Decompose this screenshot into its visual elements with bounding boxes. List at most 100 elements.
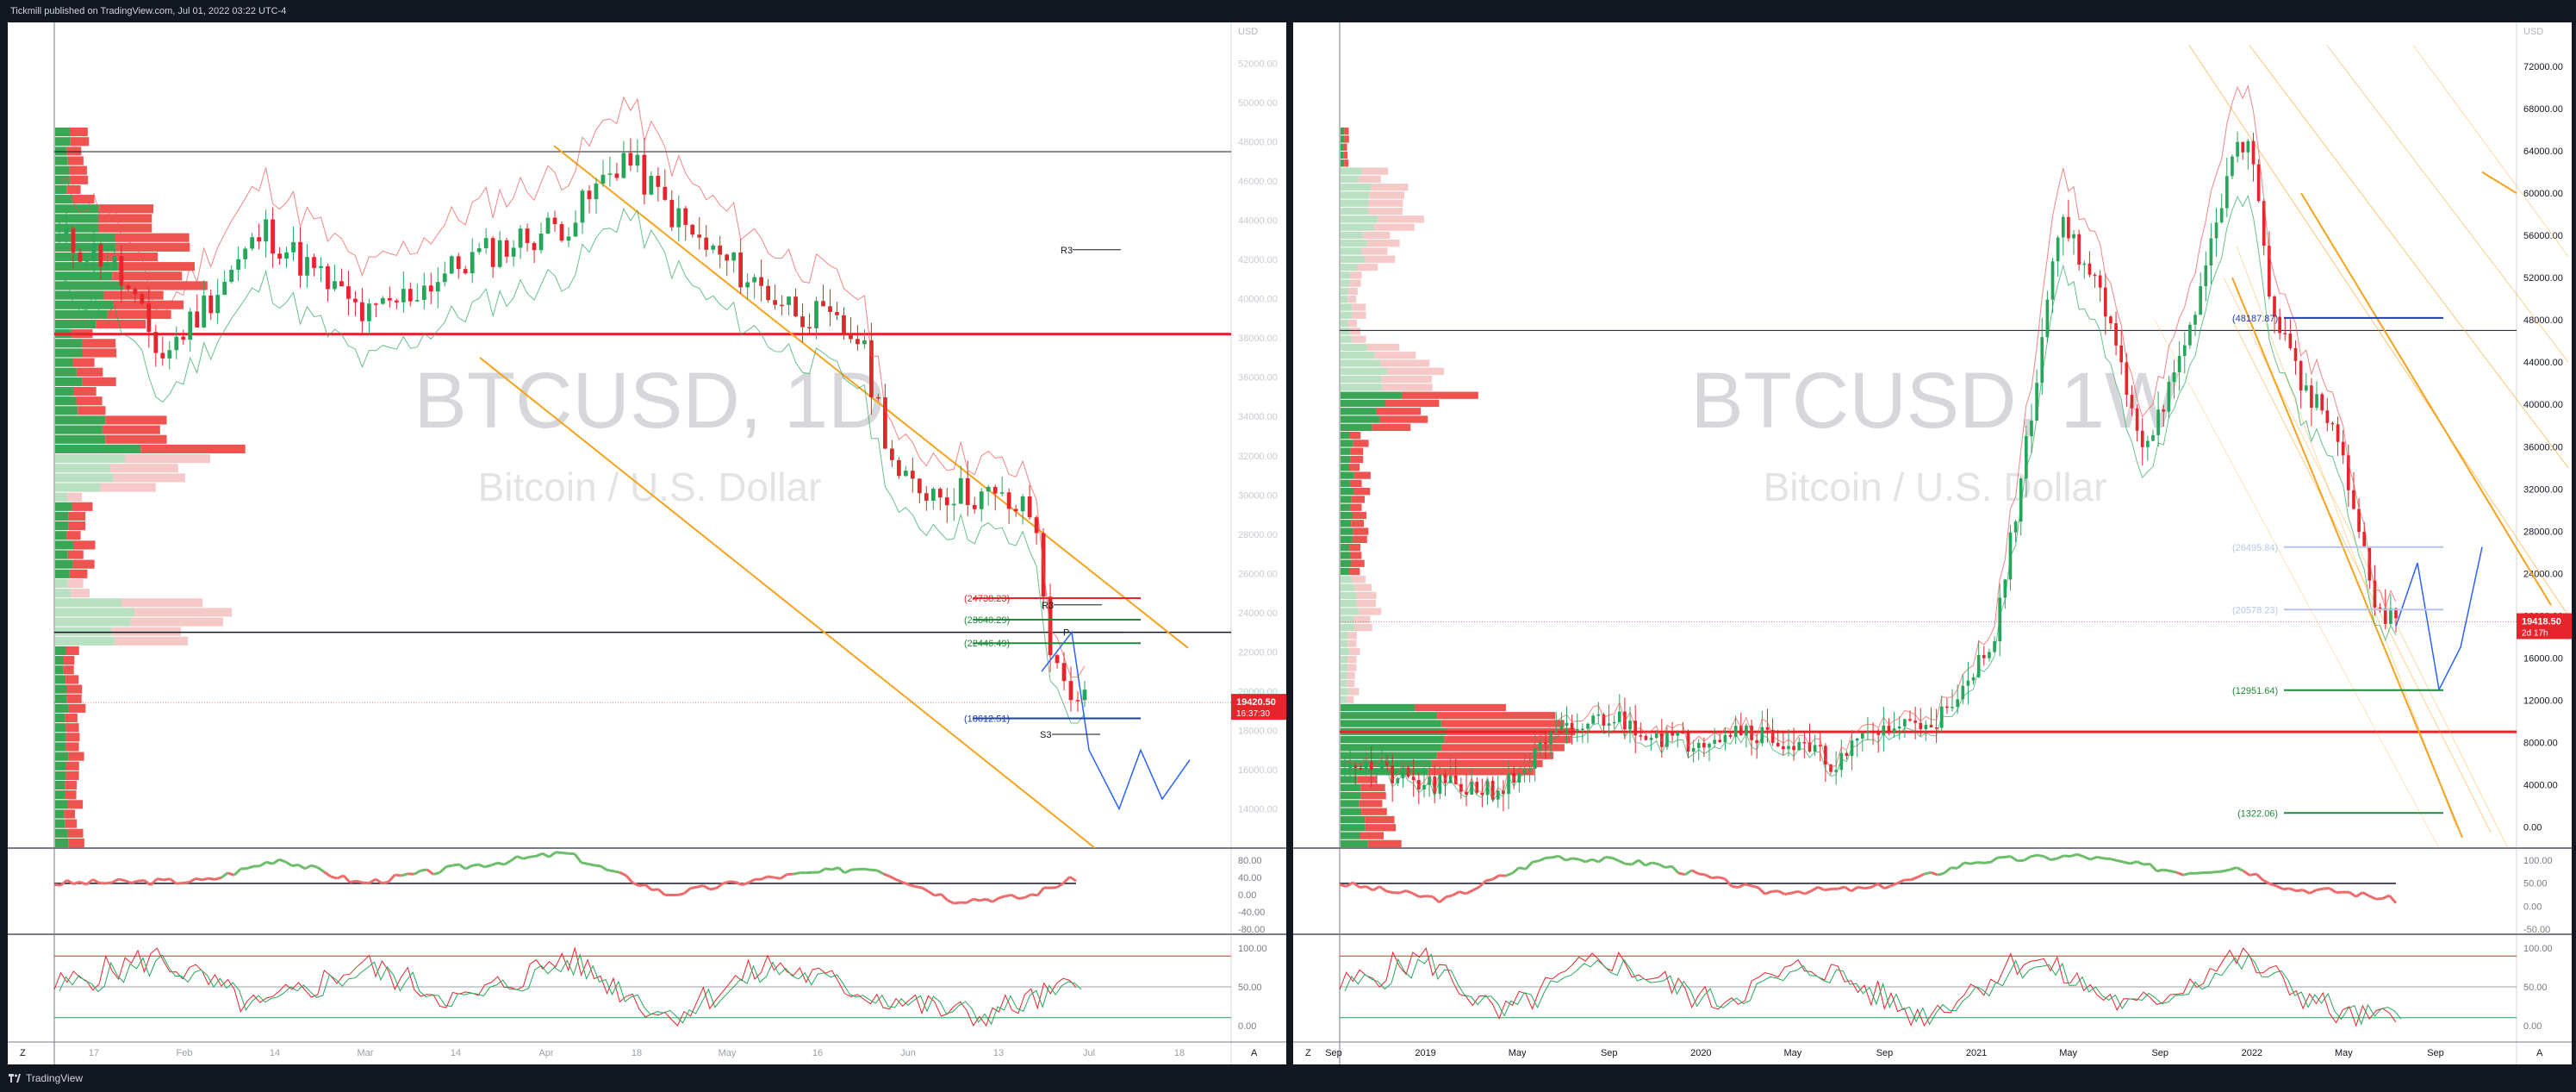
candle-body xyxy=(628,153,633,166)
candle-body xyxy=(284,252,289,259)
oscillator-segment xyxy=(413,869,421,876)
volume-profile-bar xyxy=(1341,399,1385,408)
price-tick-label: 68000.00 xyxy=(2523,104,2563,115)
candle-body xyxy=(1396,778,1400,783)
candle-body xyxy=(1696,742,1701,749)
btcusd-weekly-chart[interactable]: BTCUSD, 1W Bitcoin / U.S. Dollar USD 72000.… xyxy=(1293,22,2572,1064)
oscillator-segment xyxy=(927,889,936,897)
oscillator-segment xyxy=(1718,876,1726,881)
volume-profile-bar xyxy=(1351,559,1365,567)
volume-profile-bar xyxy=(1344,159,1349,167)
candle-body xyxy=(71,228,76,253)
price-tick-label: 16000.00 xyxy=(1238,765,1278,776)
oscillator-segment xyxy=(690,885,698,890)
candle-body xyxy=(1686,732,1690,752)
price-tick-label: 8000.00 xyxy=(2523,738,2558,748)
oscillator-segment xyxy=(2076,852,2085,858)
volume-profile-bar xyxy=(55,281,124,290)
oscillator-segment xyxy=(1870,883,1879,889)
volume-profile-bar xyxy=(1381,375,1432,384)
price-tick-label: 52000.00 xyxy=(2523,273,2563,284)
stoch-tick-label: 0.00 xyxy=(2523,1021,2542,1032)
candle-body xyxy=(992,486,998,494)
volume-profile-bar xyxy=(1365,824,1397,832)
oscillator-segment xyxy=(432,870,440,876)
time-tick-label: 18 xyxy=(632,1048,642,1058)
oscillator-segment xyxy=(2175,870,2184,877)
volume-profile-bar xyxy=(55,367,77,377)
candle-body xyxy=(2346,455,2350,490)
volume-profile-bar xyxy=(1341,567,1350,576)
candle-body xyxy=(153,332,159,353)
volume-profile-bar xyxy=(1356,591,1377,600)
oscillator-segment xyxy=(760,875,768,881)
candle-body xyxy=(91,244,96,260)
candle-body xyxy=(910,471,915,479)
volume-profile-bar xyxy=(1360,783,1385,791)
time-tick-label: 2022 xyxy=(2242,1048,2262,1058)
oscillator-segment xyxy=(934,892,942,897)
oscillator-segment xyxy=(793,871,800,876)
candle-body xyxy=(346,286,351,299)
oscillator-segment xyxy=(439,865,448,874)
candle-body xyxy=(312,257,316,268)
projection-path xyxy=(1041,630,1191,811)
oscillator-segment xyxy=(1345,881,1354,888)
volume-profile-bar xyxy=(110,464,178,473)
oscillator-segment xyxy=(1658,863,1666,869)
oscillator-segment xyxy=(1398,889,1407,895)
candle-body xyxy=(917,478,922,494)
oscillator-segment xyxy=(1438,895,1447,904)
candle-body xyxy=(181,336,186,340)
oscillator-segment xyxy=(401,872,408,877)
volume-profile-bar xyxy=(65,790,77,800)
volume-profile-bar xyxy=(55,819,65,828)
time-tick-label: 17 xyxy=(89,1048,99,1058)
candle-body xyxy=(188,311,193,340)
candle-body xyxy=(1892,728,1896,733)
level-label: (48187.87) xyxy=(2232,314,2278,324)
candle-body xyxy=(2019,478,2023,522)
osc-tick-label: -50.00 xyxy=(2523,925,2550,935)
candle-body xyxy=(236,259,241,270)
volume-profile-bar xyxy=(55,723,66,733)
oscillator-segment xyxy=(1505,871,1514,877)
volume-profile-bar xyxy=(1341,263,1358,271)
volume-profile-bar xyxy=(102,425,160,434)
countdown-value: 16:37:30 xyxy=(1236,709,1270,719)
volume-profile-bar xyxy=(55,703,69,713)
volume-profile-bar xyxy=(64,656,75,665)
oscillator-segment xyxy=(92,878,100,884)
candle-body xyxy=(174,336,179,351)
volume-profile-bar xyxy=(55,752,69,761)
candle-body xyxy=(690,224,695,235)
price-tick-label: 36000.00 xyxy=(2523,442,2563,452)
volume-profile-bar xyxy=(1341,167,1362,175)
candle-body xyxy=(1702,742,1706,748)
btcusd-daily-chart[interactable]: BTCUSD, 1D Bitcoin / U.S. Dollar USD 52000.… xyxy=(8,22,1286,1064)
candle-body xyxy=(1353,765,1358,768)
volume-profile-bar xyxy=(1347,296,1357,303)
candle-body xyxy=(2167,382,2171,412)
oscillator-segment xyxy=(1790,889,1799,895)
candle-body xyxy=(2135,408,2139,431)
volume-profile-bar xyxy=(1341,559,1352,567)
oscillator-segment xyxy=(2149,863,2158,872)
oscillator-segment xyxy=(831,866,839,871)
time-tick-label: 16 xyxy=(812,1048,823,1058)
volume-profile-bar xyxy=(82,348,117,358)
candle-body xyxy=(518,228,523,248)
oscillator-segment xyxy=(1924,870,1932,876)
candle-body xyxy=(1802,742,1807,744)
oscillator-segment xyxy=(1804,889,1813,895)
oscillator-segment xyxy=(342,874,352,883)
candle-body xyxy=(353,298,358,303)
oscillator-segment xyxy=(1024,893,1032,899)
candle-body xyxy=(401,289,406,303)
candle-body xyxy=(1644,735,1648,740)
candle-body xyxy=(2330,422,2335,425)
oscillator-segment xyxy=(53,883,61,887)
volume-profile-bar xyxy=(1359,608,1382,615)
oscillator-segment xyxy=(1372,885,1381,892)
candle-body xyxy=(1075,700,1080,702)
